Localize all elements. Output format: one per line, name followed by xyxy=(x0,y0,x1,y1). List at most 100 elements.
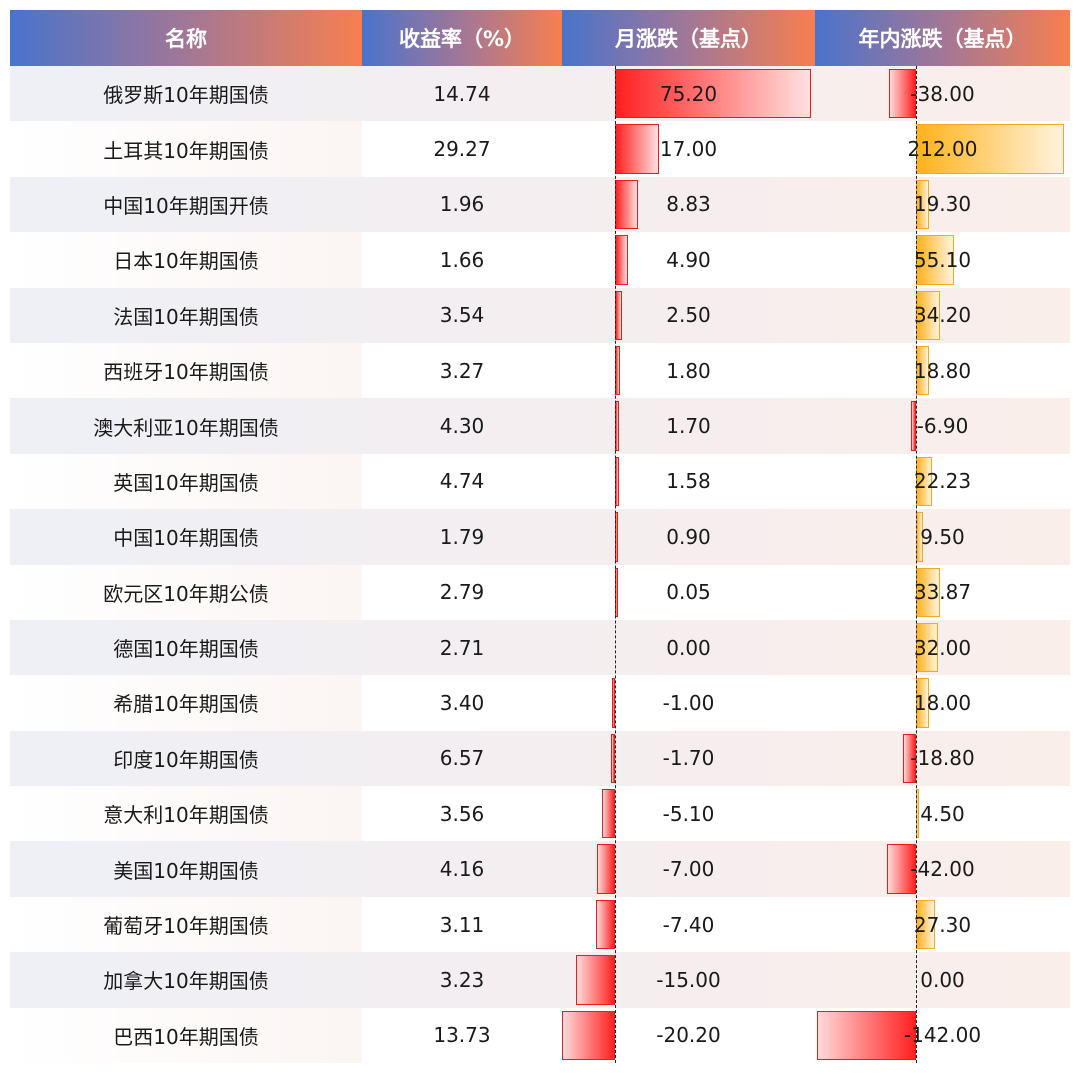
yield-value-text: 3.11 xyxy=(439,912,485,937)
ytd-change: 0.00 xyxy=(815,952,1070,1007)
table-row: 中国10年期国开债 1.96 8.83 19.30 xyxy=(10,176,1070,233)
table-body: 俄罗斯10年期国债 14.74 75.20 -38.00 土耳其10年期国债 29.27 1… xyxy=(10,66,1070,1064)
bond-name-text: 德国10年期国债 xyxy=(113,637,259,662)
monthly-change: 75.20 xyxy=(562,66,815,121)
ytd-change-text: 18.00 xyxy=(913,690,972,715)
table-row: 欧元区10年期公债 2.79 0.05 33.87 xyxy=(10,564,1070,620)
ytd-change: -18.80 xyxy=(815,731,1070,786)
yield-value: 14.74 xyxy=(362,66,562,121)
monthly-change: -1.00 xyxy=(562,675,815,730)
monthly-bar xyxy=(562,1010,615,1061)
ytd-change-text: 19.30 xyxy=(913,192,972,217)
ytd-change: 32.00 xyxy=(815,620,1070,675)
monthly-bar xyxy=(612,678,615,728)
bond-name: 欧元区10年期公债 xyxy=(10,564,362,620)
bond-name: 日本10年期国债 xyxy=(10,232,362,288)
monthly-change: -7.00 xyxy=(562,841,815,896)
monthly-change: -20.20 xyxy=(562,1008,815,1063)
ytd-change-text: 22.23 xyxy=(913,469,972,494)
monthly-change: -1.70 xyxy=(562,731,815,786)
ytd-change: 22.23 xyxy=(815,454,1070,509)
bond-name: 加拿大10年期国债 xyxy=(10,952,362,1007)
table-row: 日本10年期国债 1.66 4.90 55.10 xyxy=(10,232,1070,288)
yield-value: 2.71 xyxy=(362,620,562,675)
yield-value-text: 29.27 xyxy=(433,137,491,162)
bond-name: 英国10年期国债 xyxy=(10,453,362,510)
bond-name-text: 俄罗斯10年期国债 xyxy=(103,83,269,108)
monthly-change-text: 4.90 xyxy=(666,247,711,272)
monthly-change: 2.50 xyxy=(562,288,815,343)
bond-name-text: 日本10年期国债 xyxy=(113,249,259,274)
ytd-change: -38.00 xyxy=(815,66,1070,121)
monthly-change-text: 1.80 xyxy=(666,358,711,383)
bond-name: 意大利10年期国债 xyxy=(10,786,362,842)
ytd-change: 212.00 xyxy=(815,121,1070,176)
yield-value-text: 2.71 xyxy=(439,635,485,660)
bond-name: 西班牙10年期国债 xyxy=(10,342,362,399)
yield-value: 2.79 xyxy=(362,565,562,620)
ytd-change-text: 212.00 xyxy=(907,137,978,162)
bond-name: 巴西10年期国债 xyxy=(10,1007,362,1064)
ytd-change-text: -6.90 xyxy=(916,414,969,439)
ytd-change-text: -18.80 xyxy=(910,746,975,771)
ytd-change: 4.50 xyxy=(815,786,1070,841)
ytd-bar xyxy=(902,733,916,784)
yield-value: 3.27 xyxy=(362,343,562,398)
yield-value: 3.23 xyxy=(362,952,562,1007)
ytd-change-text: 0.00 xyxy=(920,967,965,992)
monthly-bar xyxy=(596,844,615,894)
bond-name-text: 中国10年期国债 xyxy=(113,526,259,551)
ytd-bar xyxy=(916,124,1064,174)
monthly-change-text: -7.40 xyxy=(662,912,715,937)
ytd-change-text: 34.20 xyxy=(913,303,972,328)
bond-name-text: 英国10年期国债 xyxy=(113,470,259,495)
ytd-change: 34.20 xyxy=(815,288,1070,343)
ytd-change-text: -38.00 xyxy=(910,81,975,106)
monthly-change-text: 1.70 xyxy=(666,414,711,439)
table-row: 加拿大10年期国债 3.23 -15.00 0.00 xyxy=(10,952,1070,1008)
monthly-change-text: 0.05 xyxy=(666,580,711,605)
yield-value-text: 4.16 xyxy=(439,857,485,882)
monthly-bar xyxy=(615,69,811,119)
bond-name: 希腊10年期国债 xyxy=(10,675,362,731)
bond-name: 中国10年期国开债 xyxy=(10,177,362,232)
monthly-change: 1.70 xyxy=(562,398,815,453)
bond-name-text: 欧元区10年期公债 xyxy=(103,581,269,606)
ytd-change: 9.50 xyxy=(815,509,1070,564)
ytd-change: 33.87 xyxy=(815,565,1070,620)
ytd-change: 18.80 xyxy=(815,343,1070,398)
bond-name: 葡萄牙10年期国债 xyxy=(10,896,362,953)
header-row: 名称 收益率（%） 月涨跌（基点） 年内涨跌（基点） xyxy=(10,10,1070,66)
ytd-change-text: -42.00 xyxy=(910,857,975,882)
ytd-change: -142.00 xyxy=(815,1008,1070,1063)
bond-name-text: 澳大利亚10年期国债 xyxy=(93,415,279,440)
ytd-change-text: 33.87 xyxy=(913,580,972,605)
monthly-change: 1.58 xyxy=(562,454,815,509)
table-row: 巴西10年期国债 13.73 -20.20 -142.00 xyxy=(10,1007,1070,1064)
yield-value: 13.73 xyxy=(362,1008,562,1063)
monthly-bar xyxy=(615,179,638,230)
monthly-change-text: 17.00 xyxy=(659,137,718,162)
ytd-change-text: 32.00 xyxy=(913,635,972,660)
yield-value-text: 1.96 xyxy=(439,192,485,217)
bond-name-text: 希腊10年期国债 xyxy=(113,692,259,717)
monthly-change-text: -15.00 xyxy=(656,967,721,992)
yield-value: 1.79 xyxy=(362,509,562,564)
monthly-change: -15.00 xyxy=(562,952,815,1007)
ytd-change: -42.00 xyxy=(815,841,1070,896)
ytd-bar xyxy=(816,1010,916,1061)
ytd-change: 18.00 xyxy=(815,675,1070,730)
yield-value-text: 14.74 xyxy=(433,81,491,106)
monthly-change: -7.40 xyxy=(562,897,815,952)
bond-name-text: 印度10年期国债 xyxy=(113,747,259,772)
bond-name: 俄罗斯10年期国债 xyxy=(10,66,362,121)
ytd-change-text: 18.80 xyxy=(913,358,972,383)
yield-value: 3.56 xyxy=(362,786,562,841)
bond-name: 澳大利亚10年期国债 xyxy=(10,398,362,453)
table-row: 印度10年期国债 6.57 -1.70 -18.80 xyxy=(10,730,1070,787)
yield-value-text: 1.79 xyxy=(439,524,485,549)
monthly-change: 8.83 xyxy=(562,177,815,232)
bond-name: 印度10年期国债 xyxy=(10,731,362,786)
bond-name-text: 意大利10年期国债 xyxy=(103,803,269,828)
table-row: 土耳其10年期国债 29.27 17.00 212.00 xyxy=(10,121,1070,177)
